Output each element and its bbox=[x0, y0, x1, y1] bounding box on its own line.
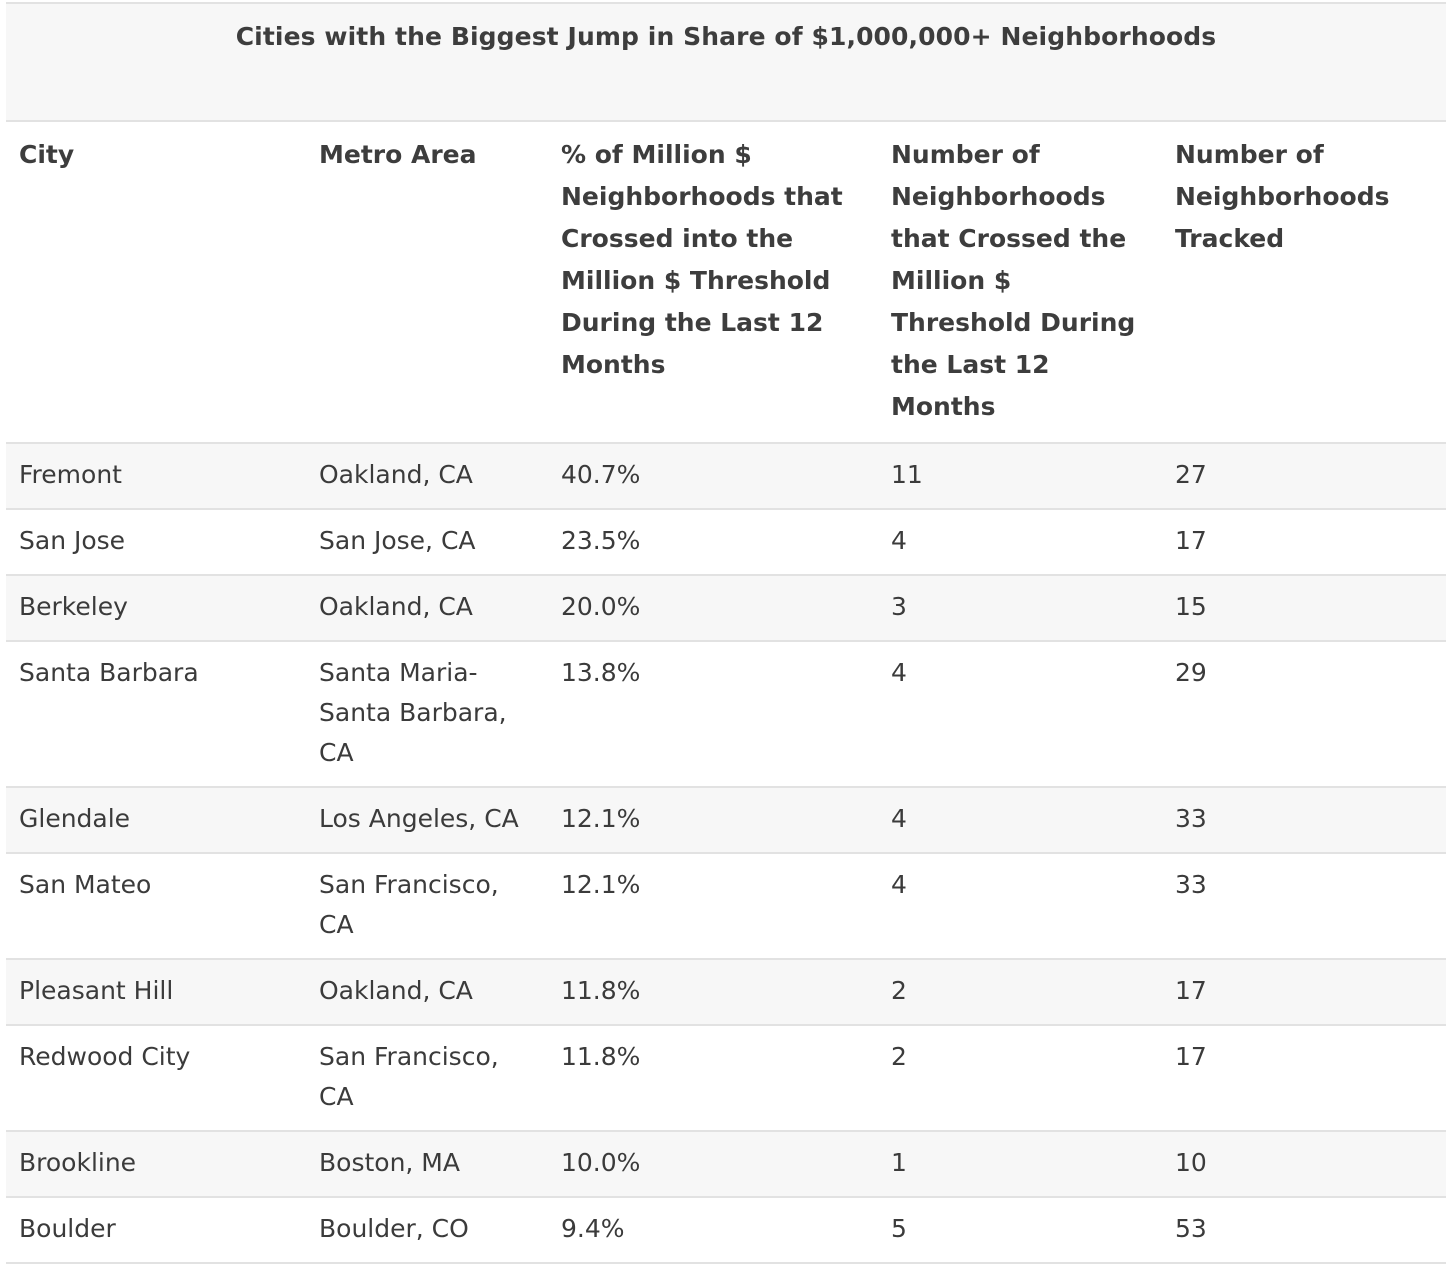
column-header-percent-crossed: % of Million $ Neighborhoods that Crosse… bbox=[548, 122, 878, 444]
table-row: Boulder Boulder, CO 9.4% 5 53 bbox=[6, 1197, 1446, 1263]
cell-number-tracked: 17 bbox=[1175, 526, 1207, 555]
cell-percent-crossed: 11.8% bbox=[561, 1042, 641, 1071]
cell-number-crossed: 4 bbox=[891, 870, 907, 899]
cell-city: Santa Barbara bbox=[19, 658, 199, 687]
table-header-row: City Metro Area % of Million $ Neighborh… bbox=[6, 122, 1446, 444]
cell-percent-crossed: 9.4% bbox=[561, 1214, 625, 1243]
table-row: Pleasant Hill Oakland, CA 11.8% 2 17 bbox=[6, 959, 1446, 1025]
cell-metro-area: Oakland, CA bbox=[319, 460, 473, 489]
cell-metro-area: Boston, MA bbox=[319, 1148, 460, 1177]
cell-percent-crossed: 23.5% bbox=[561, 526, 641, 555]
cell-metro-area: San Francisco, CA bbox=[319, 1042, 499, 1111]
cell-metro-area: Boulder, CO bbox=[319, 1214, 469, 1243]
table-row: Brookline Boston, MA 10.0% 1 10 bbox=[6, 1131, 1446, 1197]
cell-city: San Mateo bbox=[19, 870, 152, 899]
table-row: Redwood City San Francisco, CA 11.8% 2 1… bbox=[6, 1025, 1446, 1131]
cell-number-tracked: 33 bbox=[1175, 870, 1207, 899]
table-row: Glendale Los Angeles, CA 12.1% 4 33 bbox=[6, 787, 1446, 853]
table-row: Santa Barbara Santa Maria-Santa Barbara,… bbox=[6, 641, 1446, 787]
cell-number-tracked: 17 bbox=[1175, 976, 1207, 1005]
cell-percent-crossed: 12.1% bbox=[561, 870, 641, 899]
cell-number-tracked: 53 bbox=[1175, 1214, 1207, 1243]
data-table-container: Cities with the Biggest Jump in Share of… bbox=[6, 2, 1446, 1264]
cell-number-crossed: 2 bbox=[891, 1042, 907, 1071]
cell-city: Berkeley bbox=[19, 592, 128, 621]
cell-city: San Jose bbox=[19, 526, 126, 555]
table-row: Berkeley Oakland, CA 20.0% 3 15 bbox=[6, 575, 1446, 641]
cell-percent-crossed: 11.8% bbox=[561, 976, 641, 1005]
cell-number-crossed: 4 bbox=[891, 526, 907, 555]
cell-city: Fremont bbox=[19, 460, 122, 489]
cell-number-tracked: 29 bbox=[1175, 658, 1207, 687]
column-header-city: City bbox=[6, 122, 306, 444]
cell-number-crossed: 2 bbox=[891, 976, 907, 1005]
cell-metro-area: Los Angeles, CA bbox=[319, 804, 519, 833]
cell-metro-area: Oakland, CA bbox=[319, 976, 473, 1005]
table-row: San Jose San Jose, CA 23.5% 4 17 bbox=[6, 509, 1446, 575]
cell-number-tracked: 33 bbox=[1175, 804, 1207, 833]
cell-number-tracked: 15 bbox=[1175, 592, 1207, 621]
cell-number-tracked: 10 bbox=[1175, 1148, 1207, 1177]
cell-number-crossed: 4 bbox=[891, 804, 907, 833]
cell-city: Redwood City bbox=[19, 1042, 191, 1071]
table-title: Cities with the Biggest Jump in Share of… bbox=[6, 2, 1446, 122]
column-header-metro-area: Metro Area bbox=[306, 122, 548, 444]
cell-city: Boulder bbox=[19, 1214, 116, 1243]
cell-number-tracked: 17 bbox=[1175, 1042, 1207, 1071]
data-table: City Metro Area % of Million $ Neighborh… bbox=[6, 122, 1446, 1264]
cell-metro-area: Santa Maria-Santa Barbara, CA bbox=[319, 658, 507, 767]
cell-metro-area: San Jose, CA bbox=[319, 526, 476, 555]
cell-city: Brookline bbox=[19, 1148, 137, 1177]
cell-metro-area: Oakland, CA bbox=[319, 592, 473, 621]
cell-number-crossed: 5 bbox=[891, 1214, 907, 1243]
cell-number-crossed: 3 bbox=[891, 592, 907, 621]
cell-number-crossed: 4 bbox=[891, 658, 907, 687]
cell-number-tracked: 27 bbox=[1175, 460, 1207, 489]
cell-number-crossed: 1 bbox=[891, 1148, 907, 1177]
cell-percent-crossed: 10.0% bbox=[561, 1148, 641, 1177]
cell-city: Pleasant Hill bbox=[19, 976, 174, 1005]
cell-percent-crossed: 12.1% bbox=[561, 804, 641, 833]
column-header-number-crossed: Number of Neighborhoods that Crossed the… bbox=[878, 122, 1162, 444]
cell-percent-crossed: 40.7% bbox=[561, 460, 641, 489]
table-row: San Mateo San Francisco, CA 12.1% 4 33 bbox=[6, 853, 1446, 959]
cell-percent-crossed: 20.0% bbox=[561, 592, 641, 621]
cell-city: Glendale bbox=[19, 804, 131, 833]
cell-percent-crossed: 13.8% bbox=[561, 658, 641, 687]
table-row: Fremont Oakland, CA 40.7% 11 27 bbox=[6, 443, 1446, 509]
cell-number-crossed: 11 bbox=[891, 460, 923, 489]
column-header-number-tracked: Number of Neighborhoods Tracked bbox=[1162, 122, 1446, 444]
cell-metro-area: San Francisco, CA bbox=[319, 870, 499, 939]
